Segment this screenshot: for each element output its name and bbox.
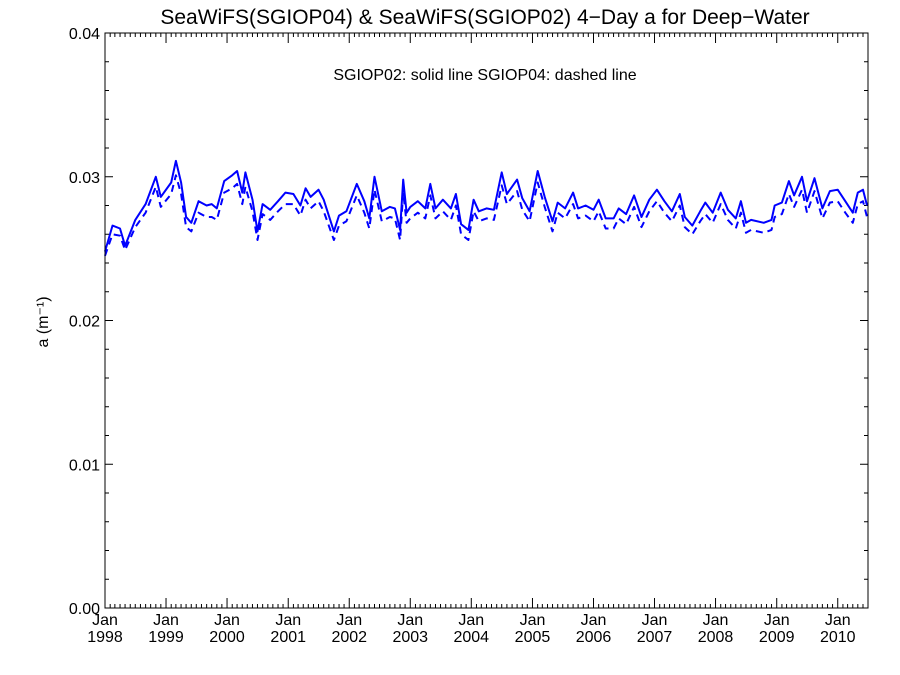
chart-title: SeaWiFS(SGIOP04) & SeaWiFS(SGIOP02) 4−Da… — [160, 6, 809, 29]
x-tick-label-month: Jan — [214, 612, 240, 629]
x-tick-label-month: Jan — [336, 612, 362, 629]
x-tick-label-year: 2004 — [453, 629, 489, 646]
y-tick-label: 0.04 — [69, 26, 100, 43]
x-tick-label-year: 2008 — [698, 629, 734, 646]
series-line-sgiop02 — [104, 159, 868, 252]
x-tick-label-month: Jan — [825, 612, 851, 629]
x-tick-label-month: Jan — [581, 612, 607, 629]
line-style-legend: SGIOP02: solid line SGIOP04: dashed line — [333, 67, 636, 84]
x-tick-label-month: Jan — [764, 612, 790, 629]
x-tick-label-month: Jan — [92, 612, 118, 629]
x-tick-label-month: Jan — [397, 612, 423, 629]
x-tick-label-year: 2007 — [637, 629, 673, 646]
x-tick-label-month: Jan — [703, 612, 729, 629]
series-line-sgiop04 — [104, 174, 868, 257]
y-tick-label: 0.01 — [69, 457, 100, 474]
x-tick-label-year: 2000 — [209, 629, 245, 646]
x-tick-label-year: 2009 — [759, 629, 795, 646]
x-tick-label-month: Jan — [458, 612, 484, 629]
plot-frame — [104, 32, 869, 609]
x-tick-label-month: Jan — [520, 612, 546, 629]
x-tick-label-year: 2005 — [515, 629, 551, 646]
x-tick-label-year: 2006 — [576, 629, 612, 646]
x-tick-label-year: 2001 — [270, 629, 306, 646]
x-tick-label-year: 1998 — [87, 629, 123, 646]
y-tick-label: 0.03 — [69, 170, 100, 187]
x-tick-label-month: Jan — [275, 612, 301, 629]
series-layer — [104, 159, 868, 257]
y-tick-label: 0.00 — [69, 601, 100, 618]
x-tick-label-month: Jan — [642, 612, 668, 629]
x-tick-label-year: 2002 — [331, 629, 367, 646]
x-tick-label-year: 2003 — [392, 629, 428, 646]
x-tick-label-year: 2010 — [820, 629, 856, 646]
x-tick-label-month: Jan — [153, 612, 179, 629]
y-tick-label: 0.02 — [69, 314, 100, 331]
x-tick-label-year: 1999 — [148, 629, 184, 646]
axes: 0.000.010.020.030.04Jan1998Jan1999Jan200… — [69, 26, 869, 646]
y-axis-label: a (m⁻¹) — [35, 296, 52, 347]
